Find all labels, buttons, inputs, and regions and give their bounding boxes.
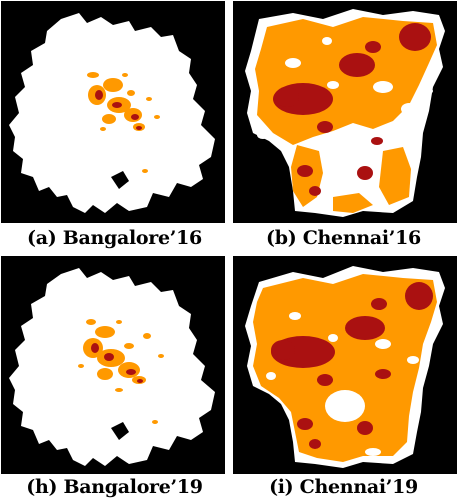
- caption-chennai-19: (i) Chennai’19: [269, 476, 418, 498]
- heatmap-bangalore-19: [9, 268, 215, 466]
- city-region: [9, 13, 215, 213]
- map-panel-bangalore-16: [1, 1, 225, 223]
- caption-bangalore-19: (h) Bangalore’19: [26, 476, 203, 498]
- map-panel-chennai-19: [233, 256, 457, 474]
- caption-chennai-16: (b) Chennai’16: [266, 227, 421, 249]
- heatmap-chennai-19: [245, 266, 457, 468]
- map-panel-chennai-16: [233, 1, 457, 223]
- activity-regions: [253, 274, 437, 462]
- heatmap-bangalore-16: [9, 13, 215, 213]
- map-panel-bangalore-19: [1, 256, 225, 474]
- activity-regions: [255, 17, 437, 213]
- coast-notch: [447, 312, 457, 334]
- city-region: [9, 268, 215, 466]
- inner-hole: [111, 171, 129, 189]
- coast-notch: [449, 61, 457, 79]
- inner-hole: [111, 422, 129, 440]
- caption-bangalore-16: (a) Bangalore’16: [27, 227, 202, 249]
- activity-spots: [78, 319, 164, 424]
- activity-spots: [87, 72, 160, 173]
- heatmap-chennai-16: [245, 9, 457, 217]
